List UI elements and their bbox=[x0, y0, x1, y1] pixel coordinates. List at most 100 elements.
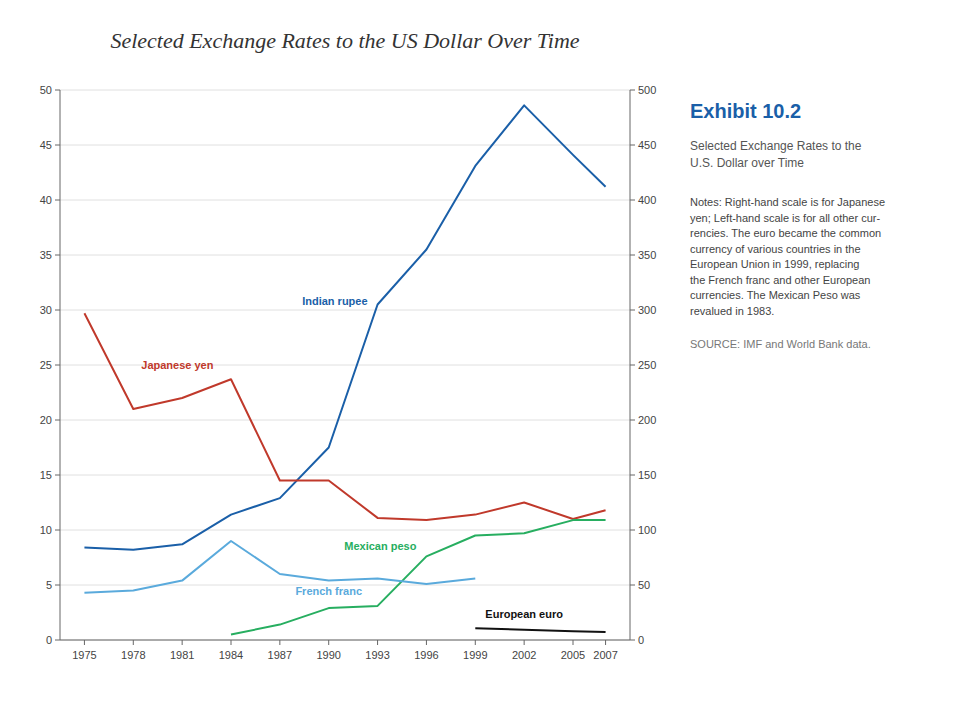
annotation-line: Exhibit 10.2 bbox=[690, 100, 801, 122]
annotation-line: currencies. The Mexican Peso was bbox=[690, 289, 861, 301]
x-axis-line bbox=[60, 640, 630, 641]
y2-tick bbox=[630, 365, 635, 366]
x-tick bbox=[573, 640, 574, 645]
y-tick-label: 30 bbox=[40, 304, 52, 316]
x-tick-label: 1981 bbox=[170, 649, 194, 661]
x-tick bbox=[377, 640, 378, 645]
y-tick bbox=[55, 640, 60, 641]
y2-tick-label: 150 bbox=[638, 469, 656, 481]
grid-line bbox=[60, 200, 630, 201]
annotation-line: U.S. Dollar over Time bbox=[690, 156, 804, 170]
title: Selected Exchange Rates to the US Dollar… bbox=[110, 28, 579, 53]
series-label: Japanese yen bbox=[141, 359, 213, 371]
grid bbox=[60, 90, 630, 640]
y2-tick-label: 200 bbox=[638, 414, 656, 426]
y2-tick bbox=[630, 475, 635, 476]
grid-line bbox=[60, 475, 630, 476]
annotation: Selected Exchange Rates to the U.S. Dolla… bbox=[690, 139, 862, 170]
y2-tick bbox=[630, 640, 635, 641]
series-line bbox=[84, 541, 475, 593]
annotation-line: European Union in 1999, replacing bbox=[690, 258, 859, 270]
x-tick bbox=[84, 640, 85, 645]
annotation-line: Selected Exchange Rates to the bbox=[690, 139, 862, 153]
y2-tick bbox=[630, 585, 635, 586]
y-tick bbox=[55, 200, 60, 201]
grid-line bbox=[60, 90, 630, 91]
y-tick-label: 40 bbox=[40, 194, 52, 206]
annotation-line: yen; Left-hand scale is for all other cu… bbox=[690, 212, 880, 224]
annotation-line: rencies. The euro became the common bbox=[690, 227, 881, 239]
y2-tick-label: 450 bbox=[638, 139, 656, 151]
y2-tick bbox=[630, 530, 635, 531]
y-tick bbox=[55, 145, 60, 146]
y-tick bbox=[55, 475, 60, 476]
x-tick-label: 1993 bbox=[365, 649, 389, 661]
x-tick bbox=[426, 640, 427, 645]
series-label: Indian rupee bbox=[302, 295, 367, 307]
annotation: Notes: Right-hand scale is for Japanese y… bbox=[690, 196, 885, 317]
y-tick-label: 45 bbox=[40, 139, 52, 151]
y2-tick-label: 100 bbox=[638, 524, 656, 536]
grid-line bbox=[60, 255, 630, 256]
y2-tick-label: 50 bbox=[638, 579, 650, 591]
series-line bbox=[475, 628, 605, 632]
grid-line bbox=[60, 420, 630, 421]
x-tick-label: 1975 bbox=[72, 649, 96, 661]
y-tick bbox=[55, 310, 60, 311]
x-tick bbox=[279, 640, 280, 645]
annotation-line: currency of various countries in the bbox=[690, 243, 861, 255]
x-tick-label: 2002 bbox=[512, 649, 536, 661]
x-tick-label: 2007 bbox=[593, 649, 617, 661]
annotation-line: revalued in 1983. bbox=[690, 305, 774, 317]
y2-tick bbox=[630, 310, 635, 311]
series-label: Mexican peso bbox=[344, 540, 416, 552]
y2-tick-label: 250 bbox=[638, 359, 656, 371]
y-tick bbox=[55, 530, 60, 531]
y-tick-label: 20 bbox=[40, 414, 52, 426]
y2-tick bbox=[630, 255, 635, 256]
x-tick-label: 2005 bbox=[561, 649, 585, 661]
y-tick bbox=[55, 255, 60, 256]
x-tick-label: 1978 bbox=[121, 649, 145, 661]
grid-line bbox=[60, 640, 630, 641]
y-tick-label: 35 bbox=[40, 249, 52, 261]
x-tick bbox=[475, 640, 476, 645]
y-tick-label: 0 bbox=[46, 634, 52, 646]
series-label: French franc bbox=[295, 585, 362, 597]
x-tick-label: 1999 bbox=[463, 649, 487, 661]
y-tick bbox=[55, 420, 60, 421]
x-tick-label: 1984 bbox=[219, 649, 243, 661]
x-tick bbox=[231, 640, 232, 645]
y-tick bbox=[55, 585, 60, 586]
y2-tick bbox=[630, 420, 635, 421]
grid-line bbox=[60, 310, 630, 311]
series-line bbox=[231, 520, 606, 634]
x-tick-label: 1996 bbox=[414, 649, 438, 661]
y2-tick bbox=[630, 145, 635, 146]
y-tick-label: 10 bbox=[40, 524, 52, 536]
grid-line bbox=[60, 530, 630, 531]
y2-tick bbox=[630, 200, 635, 201]
x-tick-label: 1987 bbox=[268, 649, 292, 661]
chart: Selected Exchange Rates to the US Dollar… bbox=[0, 0, 960, 720]
y2-tick-label: 350 bbox=[638, 249, 656, 261]
page: {"chart_data": { "type": "line", "title"… bbox=[0, 0, 960, 720]
y2-tick bbox=[630, 90, 635, 91]
y-tick-label: 15 bbox=[40, 469, 52, 481]
annotation-line: SOURCE: IMF and World Bank data. bbox=[690, 338, 871, 350]
series-line bbox=[84, 105, 605, 549]
y-tick-label: 25 bbox=[40, 359, 52, 371]
y2-tick-label: 0 bbox=[638, 634, 644, 646]
axes: 1975197819811984198719901993199619992002… bbox=[40, 84, 657, 661]
annotation-line: the French franc and other European bbox=[690, 274, 870, 286]
x-tick bbox=[182, 640, 183, 645]
annotation: SOURCE: IMF and World Bank data. bbox=[690, 338, 871, 350]
annotation-line: Notes: Right-hand scale is for Japanese bbox=[690, 196, 885, 208]
x-tick-label: 1990 bbox=[316, 649, 340, 661]
y-tick bbox=[55, 90, 60, 91]
y2-tick-label: 500 bbox=[638, 84, 656, 96]
annotation: Exhibit 10.2 bbox=[690, 100, 801, 122]
y2-tick-label: 300 bbox=[638, 304, 656, 316]
lines bbox=[84, 105, 605, 634]
series-labels: Indian rupee Japanese yen Mexican peso Fren… bbox=[141, 295, 563, 620]
